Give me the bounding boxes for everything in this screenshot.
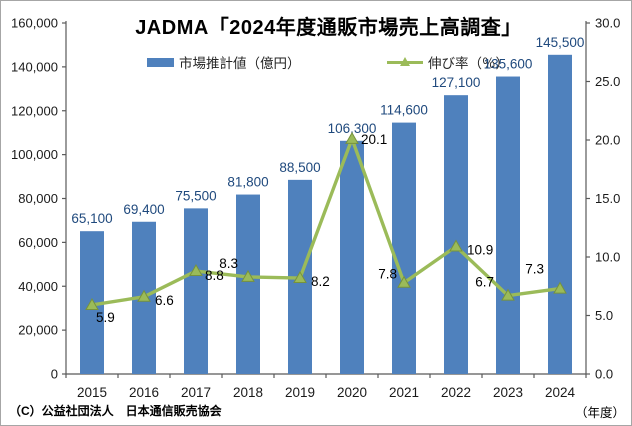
legend-entry-market-value: 市場推計値（億円）	[147, 54, 301, 71]
line-value-label: 5.9	[96, 310, 115, 325]
left-axis-tick-label: 60,000	[18, 235, 58, 250]
line-value-label: 10.9	[467, 242, 493, 257]
line-marker-2016	[137, 289, 151, 302]
bar-value-label: 81,800	[227, 175, 268, 190]
chart-title: JADMA「2024年度通販市場売上高調査」	[135, 17, 522, 39]
x-axis-category-label: 2024	[545, 385, 576, 400]
bar-2018	[236, 194, 260, 374]
x-axis-category-label: 2020	[337, 385, 367, 400]
left-axis-tick-label: 20,000	[18, 323, 58, 338]
bar-value-label: 106,300	[328, 121, 377, 136]
bar-value-label: 65,100	[71, 211, 112, 226]
line-value-label: 8.2	[311, 274, 330, 289]
line-value-label: 8.8	[205, 268, 224, 283]
bar-value-label: 114,600	[380, 103, 428, 118]
x-axis-category-label: 2016	[129, 385, 159, 400]
right-axis-tick-label: 25.0	[595, 74, 620, 89]
line-marker-2021	[397, 275, 411, 288]
x-axis-category-label: 2022	[441, 385, 471, 400]
line-marker-2018	[241, 269, 255, 282]
right-axis-tick-label: 0.0	[595, 367, 613, 382]
x-axis-category-label: 2018	[233, 385, 263, 400]
line-marker-2023	[501, 288, 515, 301]
bar-value-label: 127,100	[432, 75, 481, 90]
bar-value-label: 69,400	[123, 202, 164, 217]
right-axis-tick-label: 10.0	[595, 250, 620, 265]
bar-value-label: 145,500	[536, 35, 585, 50]
x-axis-category-label: 2023	[493, 385, 523, 400]
bar-2023	[496, 76, 520, 374]
left-axis-tick-label: 140,000	[11, 59, 58, 74]
left-axis-tick-label: 120,000	[11, 103, 58, 118]
line-value-label: 6.7	[475, 275, 494, 290]
x-axis-category-label: 2021	[389, 385, 419, 400]
line-marker-2015	[85, 297, 99, 310]
right-axis-tick-label: 30.0	[595, 16, 620, 31]
right-axis-tick-label: 5.0	[595, 308, 613, 323]
x-axis-unit-label: （年度）	[574, 406, 625, 420]
bar-2021	[392, 122, 416, 374]
right-axis-tick-label: 20.0	[595, 133, 620, 148]
legend-triangle-marker-icon	[400, 57, 410, 66]
bar-2022	[444, 95, 468, 374]
line-value-label: 7.3	[525, 262, 544, 277]
line-value-label: 6.6	[155, 293, 174, 308]
line-marker-2022	[449, 239, 463, 252]
line-value-label: 20.1	[361, 132, 387, 147]
line-value-label: 8.3	[219, 256, 238, 271]
left-axis-tick-label: 160,000	[11, 16, 58, 31]
line-marker-2020	[345, 131, 359, 144]
line-value-label: 7.8	[378, 267, 397, 282]
line-series-swatch-icon	[387, 56, 423, 68]
left-axis-tick-label: 80,000	[18, 191, 58, 206]
x-axis-category-label: 2019	[285, 385, 315, 400]
left-axis-tick-label: 0	[51, 367, 58, 382]
bar-value-label: 88,500	[279, 160, 320, 175]
legend-entry-growth-rate: 伸び率（％）	[387, 54, 509, 71]
x-axis-category-label: 2017	[181, 385, 211, 400]
x-axis-category-label: 2015	[77, 385, 107, 400]
left-axis-tick-label: 40,000	[18, 279, 58, 294]
right-axis-tick-label: 15.0	[595, 191, 620, 206]
legend-label-market-value: 市場推計値（億円）	[179, 56, 301, 71]
left-axis-tick-label: 100,000	[11, 147, 58, 162]
bar-value-label: 135,600	[484, 57, 533, 72]
growth-rate-line	[90, 137, 562, 307]
bar-2024	[548, 54, 572, 374]
line-marker-2019	[293, 271, 307, 284]
bar-value-label: 75,500	[175, 188, 216, 203]
copyright-note: （C）公益社団法人 日本通信販売協会	[9, 404, 222, 418]
line-marker-2017	[189, 264, 203, 277]
bar-series-swatch-icon	[147, 57, 174, 67]
bar-2017	[184, 208, 208, 374]
line-marker-2024	[553, 281, 567, 294]
bar-2020	[340, 140, 364, 374]
legend-label-growth-rate: 伸び率（％）	[428, 56, 509, 71]
